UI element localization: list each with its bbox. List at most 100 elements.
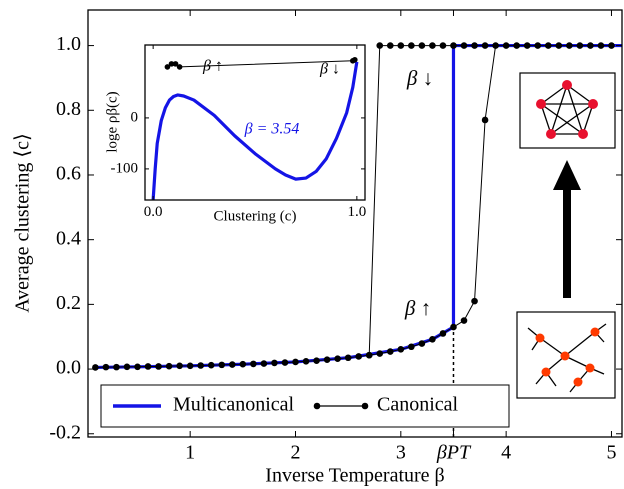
marker: [460, 42, 468, 49]
marker: [302, 358, 310, 365]
marker: [352, 56, 358, 63]
marker: [260, 360, 268, 367]
marker: [450, 323, 457, 331]
y-tick-label: 0.6: [56, 163, 81, 185]
marker: [355, 353, 362, 360]
marker: [502, 42, 510, 49]
annotation: β ↓: [406, 66, 433, 90]
marker: [429, 42, 436, 49]
legend-box: [100, 384, 510, 428]
network-diagrams: [516, 72, 616, 399]
marker: [439, 330, 447, 337]
annotation: β = 3.54: [244, 121, 300, 138]
marker: [365, 351, 373, 359]
x-tick-label: 0.0: [144, 204, 163, 220]
legend-label: Canonical: [377, 394, 459, 416]
y-axis-label: Average clustering ⟨c⟩: [12, 133, 34, 313]
complete-graph-edges: [540, 84, 594, 135]
legend-swatch: [313, 402, 321, 410]
marker: [492, 42, 499, 49]
marker: [239, 360, 247, 368]
marker: [271, 359, 278, 367]
marker: [418, 340, 426, 347]
marker: [450, 42, 457, 49]
annotation: β ↑: [202, 58, 223, 75]
marker: [608, 42, 615, 49]
x-axis-label: Inverse Temperature β: [265, 465, 444, 487]
legend-label: Multicanonical: [173, 394, 295, 416]
y-tick-label: 0.8: [56, 98, 81, 120]
annotation: β ↓: [319, 61, 340, 78]
marker: [534, 42, 542, 49]
annotation: β ↑: [404, 296, 431, 320]
x-tick-label: 3: [396, 442, 406, 464]
legend-swatch: [361, 402, 369, 410]
marker: [113, 363, 120, 371]
axes-frame: [87, 9, 623, 438]
x-axis-label: Clustering (c): [214, 208, 297, 224]
marker: [418, 42, 426, 49]
marker: [123, 363, 131, 371]
marker: [344, 354, 352, 362]
marker: [386, 348, 394, 355]
marker: [176, 64, 183, 70]
marker: [218, 361, 226, 369]
x-tick-label: 1.0: [347, 204, 366, 220]
marker: [92, 364, 99, 371]
marker: [397, 42, 405, 49]
marker: [102, 363, 110, 371]
marker: [334, 355, 341, 363]
marker: [429, 336, 436, 343]
marker: [471, 42, 478, 49]
marker: [460, 317, 468, 324]
tree-graph-nodes: [535, 327, 600, 387]
y-tick-label: 0.4: [56, 227, 81, 249]
x-tick-label: 2: [290, 442, 300, 464]
marker: [376, 42, 384, 49]
marker: [281, 359, 289, 366]
marker: [323, 356, 331, 363]
marker: [197, 362, 204, 369]
series-line: [151, 61, 359, 200]
marker: [481, 116, 489, 124]
marker: [587, 42, 594, 49]
plot-area: [145, 45, 365, 200]
marker: [172, 61, 179, 67]
marker: [439, 42, 447, 49]
marker: [576, 42, 584, 49]
marker: [250, 360, 257, 368]
marker: [168, 61, 175, 67]
marker: [397, 346, 405, 353]
marker: [313, 357, 320, 364]
x-tick-label: βPT: [436, 442, 472, 464]
marker: [186, 362, 194, 370]
y-tick-label: 1.0: [56, 33, 81, 55]
y-tick-label: -100: [111, 160, 139, 176]
axes-frame: [144, 44, 366, 201]
marker: [408, 343, 415, 351]
x-tick-label: 1: [185, 442, 195, 464]
y-tick-label: 0.2: [56, 292, 81, 314]
marker: [207, 361, 215, 369]
marker: [408, 42, 415, 49]
marker: [144, 363, 152, 370]
marker: [555, 42, 563, 49]
legend: Multicanonical Canonical: [100, 384, 510, 428]
marker: [134, 363, 141, 371]
y-tick-label: -0.2: [49, 421, 81, 443]
marker: [513, 42, 520, 49]
inset-plot: 0.0 1.0 -100 0 Clustering (c) loge ρβ(c) β ↑ β …: [104, 44, 366, 224]
marker: [566, 42, 573, 49]
marker: [544, 42, 552, 49]
y-tick-label: 0: [131, 109, 139, 125]
marker: [386, 42, 394, 49]
marker: [481, 42, 489, 49]
y-tick-label: 0.0: [56, 357, 81, 379]
marker: [176, 362, 183, 370]
marker: [164, 64, 171, 70]
marker: [597, 42, 605, 49]
marker: [471, 297, 478, 305]
marker: [376, 350, 384, 357]
x-tick-label: 4: [501, 442, 511, 464]
